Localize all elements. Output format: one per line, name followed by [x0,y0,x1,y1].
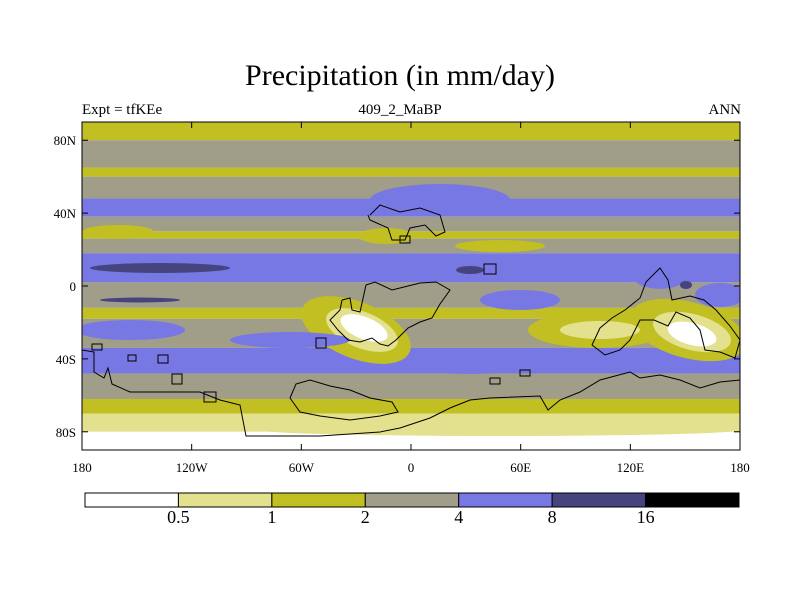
latitude-band [82,238,740,254]
y-tick-label: 40S [56,352,76,367]
colorbar-swatch [551,492,647,508]
colorbar-label: 1 [267,507,276,527]
y-tick-label: 80N [54,133,77,148]
latitude-band [82,140,740,168]
colorbar-swatch [458,492,553,508]
x-tick-label: 120E [617,460,645,475]
x-tick-label: 0 [408,460,415,475]
precip-patch [560,321,640,339]
precip-patch [82,320,185,340]
colorbar-label: 0.5 [167,507,190,527]
latitude-band [82,373,740,399]
precip-patch [680,281,692,289]
precip-patch [667,321,717,347]
precip-patch [230,332,350,348]
precipitation-features [82,184,740,436]
latitude-band [82,167,740,177]
y-axis: 80N 40N 0 40S 80S [54,133,740,440]
x-tick-label: 180 [72,460,92,475]
coastlines [82,204,740,437]
precip-patch [455,240,545,252]
x-tick-label: 60E [510,460,531,475]
colorbar-label: 16 [637,507,655,527]
latitude-band [82,122,740,141]
x-axis: 180 120W 60W 0 60E 120E 180 [72,122,750,475]
y-tick-label: 40N [54,206,77,221]
x-tick-label: 60W [289,460,315,475]
chart-title: Precipitation (in mm/day) [245,59,555,92]
experiment-label: Expt = tfKEe [82,102,163,118]
colorbar-swatch [271,492,366,508]
colorbar: 0.5 1 2 4 8 16 [84,492,740,527]
colorbar-swatch [364,492,460,508]
latitude-band [82,398,740,414]
colorbar-swatch [177,492,273,508]
precip-patch [90,263,230,273]
precip-patch [456,266,484,274]
colorbar-label: 2 [361,507,370,527]
precip-patch [100,297,180,303]
period-label: 409_2_MaBP [358,102,442,118]
latitude-bands [82,122,740,450]
latitude-band [82,216,740,232]
y-tick-label: 0 [70,279,77,294]
latitude-band [82,307,740,319]
precip-patch [260,424,740,436]
precip-patch [340,314,388,342]
x-tick-label: 180 [730,460,750,475]
precip-patch [82,225,154,239]
colorbar-label: 4 [454,507,463,527]
season-label: ANN [708,102,742,118]
precip-patch [410,350,530,374]
y-tick-label: 80S [56,425,76,440]
precip-patch [370,184,510,216]
precip-patch [480,290,560,310]
x-tick-label: 120W [176,460,209,475]
precip-patch [695,283,740,307]
colorbar-swatch [645,492,740,508]
colorbar-swatch [84,492,179,508]
colorbar-label: 8 [548,507,557,527]
precip-patch [632,261,688,289]
